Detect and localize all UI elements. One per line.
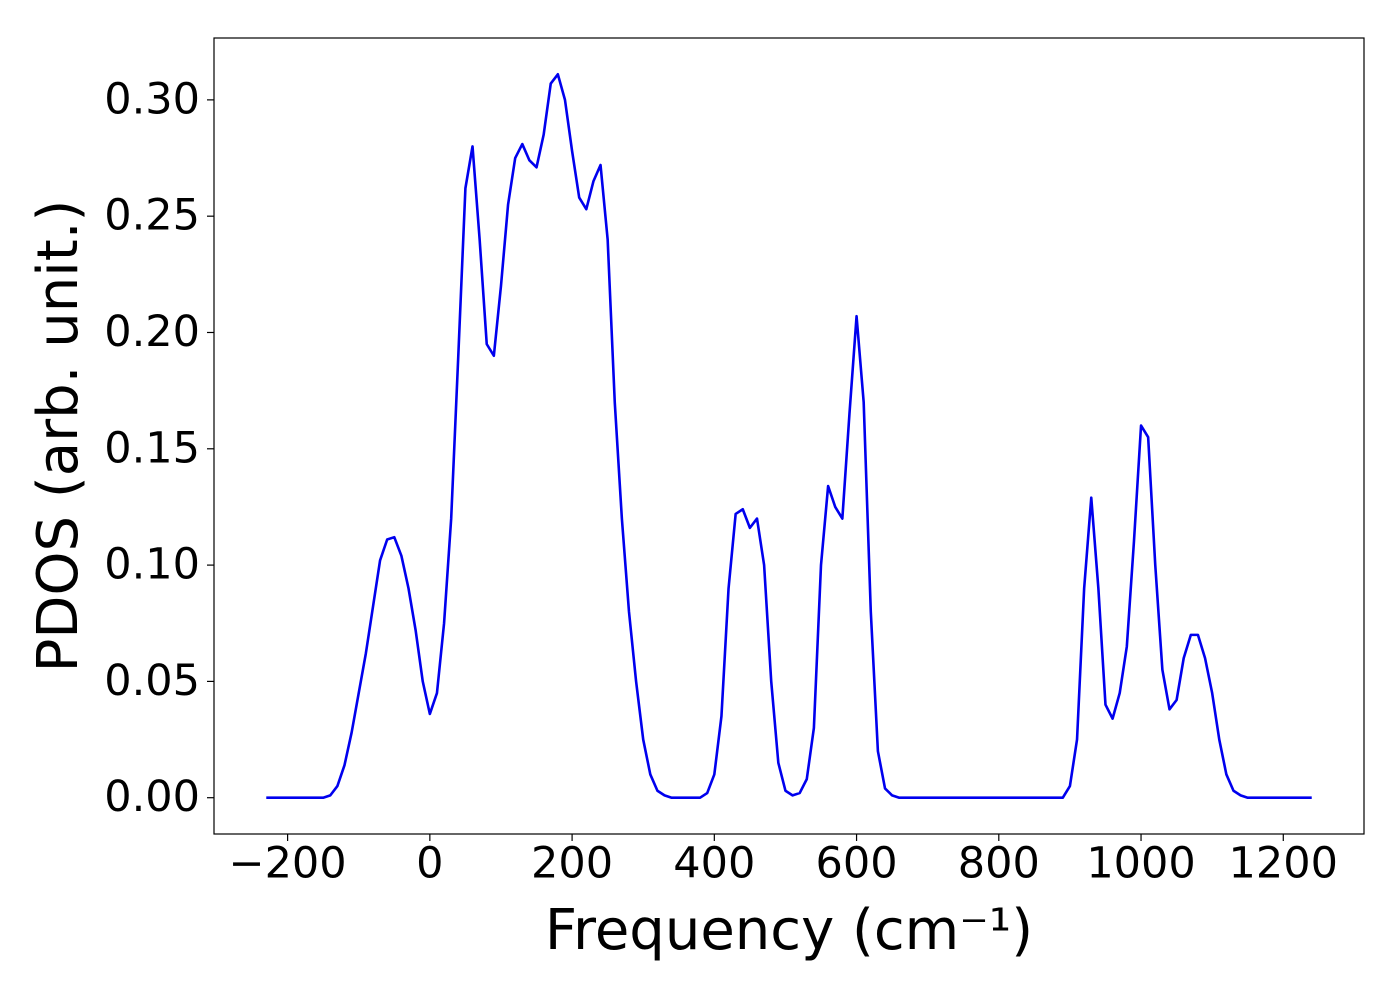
y-tick-label: 0.00 — [104, 772, 200, 822]
x-tick-label: 0 — [416, 839, 443, 889]
y-axis-label: PDOS (arb. unit.) — [26, 200, 91, 673]
y-tick-label: 0.15 — [104, 423, 200, 473]
x-tick-label: 600 — [816, 839, 898, 889]
y-tick-label: 0.10 — [104, 540, 200, 590]
plot-frame — [213, 37, 1365, 835]
x-tick-label: 1000 — [1086, 839, 1195, 889]
x-axis-label: Frequency (cm⁻¹) — [545, 898, 1033, 963]
y-tick-label: 0.05 — [104, 656, 200, 706]
x-tick-label: 1200 — [1229, 839, 1338, 889]
x-tick-label: 400 — [673, 839, 755, 889]
x-tick-label: −200 — [229, 839, 347, 889]
x-tick-label: 200 — [531, 839, 613, 889]
data-line — [266, 72, 1312, 800]
y-tick-label: 0.30 — [104, 74, 200, 124]
y-tick-label: 0.20 — [104, 307, 200, 357]
y-tick-label: 0.25 — [104, 191, 200, 241]
x-tick-label: 800 — [958, 839, 1040, 889]
